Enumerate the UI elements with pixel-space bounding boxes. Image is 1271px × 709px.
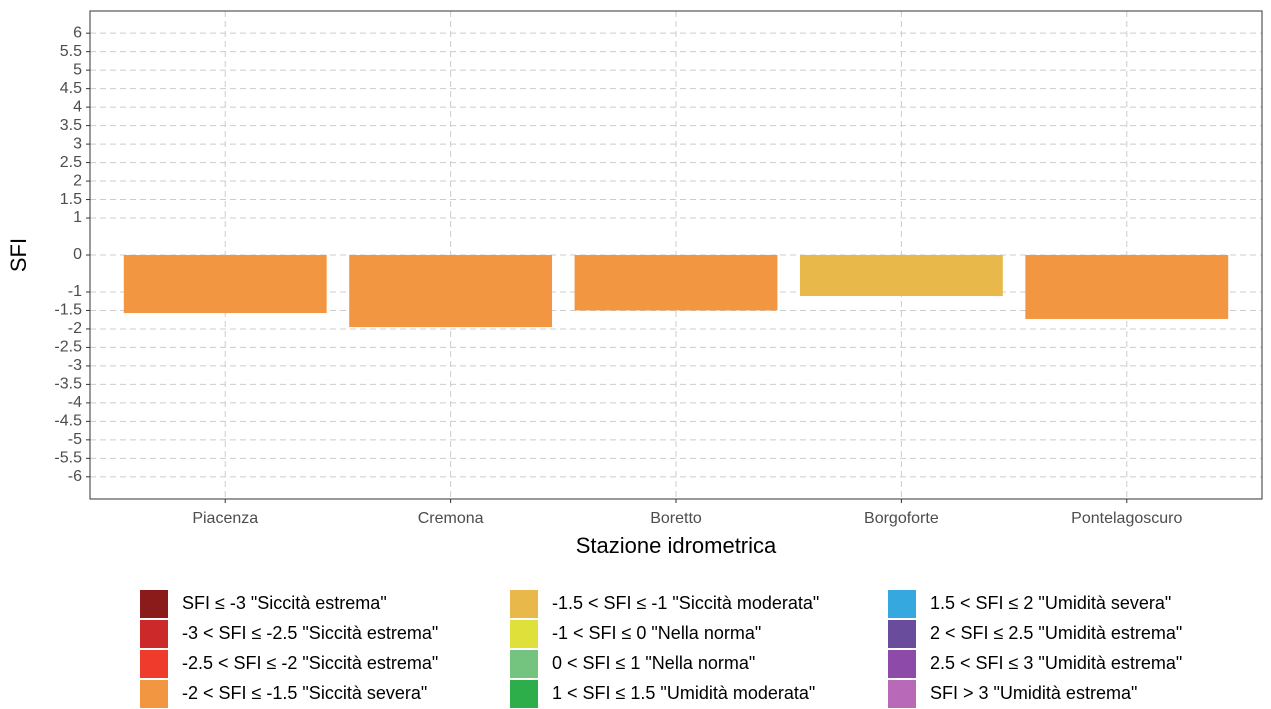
- y-tick-label: 3.5: [60, 117, 82, 134]
- bar: [574, 255, 778, 311]
- y-tick-label: -4.5: [54, 413, 82, 430]
- y-tick-label: -6: [68, 468, 82, 485]
- y-tick-label: 5: [73, 61, 82, 78]
- y-tick-label: -5.5: [54, 450, 82, 467]
- y-tick-label: 1: [73, 209, 82, 226]
- y-tick-label: -3: [68, 357, 82, 374]
- bar: [123, 255, 327, 314]
- y-tick-label: 5.5: [60, 43, 82, 60]
- legend-label: 1 < SFI ≤ 1.5 "Umidità moderata": [552, 683, 815, 703]
- legend-swatch: [888, 650, 916, 678]
- legend-label: 2.5 < SFI ≤ 3 "Umidità estrema": [930, 653, 1182, 673]
- legend-label: -2 < SFI ≤ -1.5 "Siccità severa": [182, 683, 427, 703]
- y-tick-label: 1.5: [60, 191, 82, 208]
- x-tick-label: Borgoforte: [864, 510, 939, 527]
- x-tick-label: Piacenza: [192, 510, 258, 527]
- legend-label: 1.5 < SFI ≤ 2 "Umidità severa": [930, 593, 1171, 613]
- y-tick-label: 2: [73, 172, 82, 189]
- y-tick-label: -3.5: [54, 376, 82, 393]
- bar: [349, 255, 553, 328]
- x-tick-label: Boretto: [650, 510, 702, 527]
- legend-label: -1 < SFI ≤ 0 "Nella norma": [552, 623, 761, 643]
- y-axis-label: SFI: [6, 238, 31, 272]
- y-tick-label: -4: [68, 394, 82, 411]
- legend-swatch: [888, 590, 916, 618]
- legend-label: SFI > 3 "Umidità estrema": [930, 683, 1137, 703]
- legend-swatch: [140, 680, 168, 708]
- legend-swatch: [140, 590, 168, 618]
- legend-swatch: [888, 620, 916, 648]
- legend-swatch: [140, 650, 168, 678]
- legend-label: 0 < SFI ≤ 1 "Nella norma": [552, 653, 755, 673]
- y-tick-label: 3: [73, 135, 82, 152]
- legend-label: 2 < SFI ≤ 2.5 "Umidità estrema": [930, 623, 1182, 643]
- legend-label: -2.5 < SFI ≤ -2 "Siccità estrema": [182, 653, 438, 673]
- legend-swatch: [510, 590, 538, 618]
- legend-label: SFI ≤ -3 "Siccità estrema": [182, 593, 387, 613]
- panel-border: [89, 10, 1263, 500]
- y-tick-label: 4.5: [60, 80, 82, 97]
- legend-swatch: [510, 620, 538, 648]
- y-tick-label: -2: [68, 320, 82, 337]
- x-tick-label: Pontelagoscuro: [1071, 510, 1182, 527]
- y-tick-label: -5: [68, 431, 82, 448]
- y-tick-label: 2.5: [60, 154, 82, 171]
- y-tick-label: 4: [73, 98, 82, 115]
- y-tick-label: 6: [73, 24, 82, 41]
- bar: [799, 255, 1003, 297]
- y-tick-label: -1: [68, 283, 82, 300]
- y-tick-label: 0: [73, 246, 82, 263]
- bar: [1025, 255, 1229, 319]
- x-tick-label: Cremona: [418, 510, 484, 527]
- legend-label: -3 < SFI ≤ -2.5 "Siccità estrema": [182, 623, 438, 643]
- legend-label: -1.5 < SFI ≤ -1 "Siccità moderata": [552, 593, 819, 613]
- x-axis-label: Stazione idrometrica: [576, 533, 777, 558]
- legend-swatch: [888, 680, 916, 708]
- legend-swatch: [510, 650, 538, 678]
- y-tick-label: -2.5: [54, 339, 82, 356]
- y-tick-label: -1.5: [54, 302, 82, 319]
- legend-swatch: [510, 680, 538, 708]
- legend-swatch: [140, 620, 168, 648]
